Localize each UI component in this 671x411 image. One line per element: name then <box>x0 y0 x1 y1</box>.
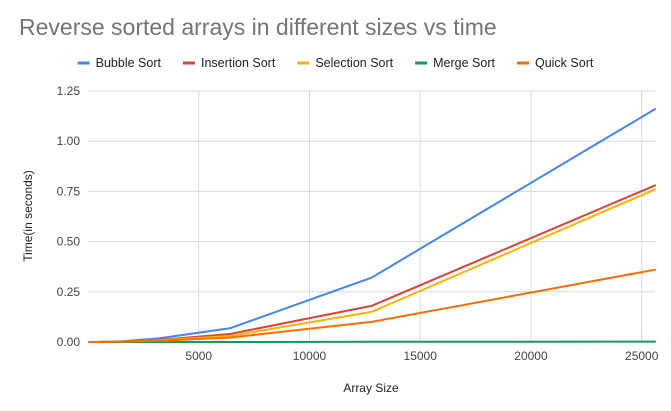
grid-layer <box>88 90 655 343</box>
legend-label: Merge Sort <box>433 56 495 70</box>
x-axis-title: Array Size <box>343 381 399 395</box>
x-tick-label: 15000 <box>404 349 438 363</box>
y-axis-title: Time(in seconds) <box>21 170 35 262</box>
legend-label: Quick Sort <box>535 56 594 70</box>
x-tick-label: 5000 <box>185 349 212 363</box>
legend[interactable]: Bubble Sort Insertion Sort Selection Sort M… <box>77 56 594 70</box>
y-tick-label: 1.25 <box>57 84 81 98</box>
chart-title: Reverse sorted arrays in different sizes… <box>19 14 497 40</box>
y-tick-label: 0.25 <box>57 285 81 299</box>
legend-swatch <box>77 61 90 65</box>
series-line-quick-sort <box>89 268 656 343</box>
y-tick-label: 0.75 <box>57 184 81 198</box>
legend-label: Insertion Sort <box>201 56 276 70</box>
legend-swatch <box>415 61 428 65</box>
legend-item-quick-sort[interactable]: Quick Sort <box>516 56 594 70</box>
legend-swatch <box>182 61 195 65</box>
series-line-insertion-sort <box>89 184 656 343</box>
tick-layer: 0.00 0.25 0.50 0.75 1.00 1.25 5000 10000 15000 20… <box>57 84 659 363</box>
legend-swatch <box>516 61 529 65</box>
legend-item-insertion-sort[interactable]: Insertion Sort <box>182 56 276 70</box>
series-line-selection-sort <box>89 188 656 343</box>
x-tick-label: 20000 <box>514 349 548 363</box>
y-tick-label: 0.50 <box>57 235 81 249</box>
y-tick-label: 0.00 <box>57 335 81 349</box>
legend-label: Selection Sort <box>315 56 393 70</box>
legend-item-bubble-sort[interactable]: Bubble Sort <box>77 56 162 70</box>
legend-swatch <box>297 61 310 65</box>
x-tick-label: 25000 <box>625 349 659 363</box>
x-tick-label: 10000 <box>293 349 327 363</box>
legend-item-selection-sort[interactable]: Selection Sort <box>297 56 394 70</box>
legend-item-merge-sort[interactable]: Merge Sort <box>415 56 496 70</box>
legend-label: Bubble Sort <box>96 56 162 70</box>
series-layer <box>89 108 656 343</box>
y-tick-label: 1.00 <box>57 134 81 148</box>
